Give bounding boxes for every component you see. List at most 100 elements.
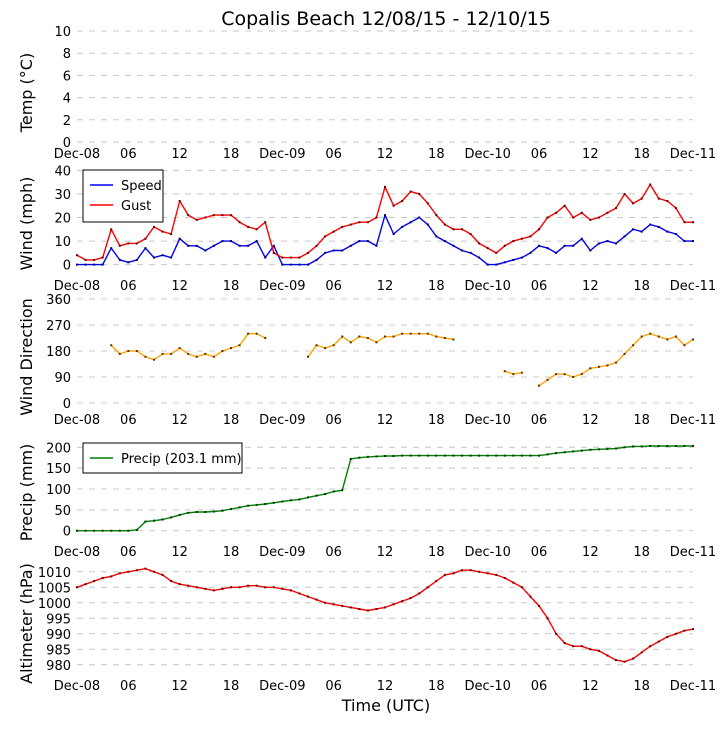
- data-point: [503, 576, 506, 579]
- data-point: [272, 586, 275, 589]
- data-point: [589, 448, 592, 451]
- data-point: [178, 237, 181, 240]
- x-tick-label: 12: [171, 279, 188, 294]
- data-point: [563, 642, 566, 645]
- data-point: [426, 223, 429, 226]
- data-point: [127, 570, 130, 573]
- x-tick-label: Dec-09: [259, 545, 305, 560]
- data-point: [264, 221, 267, 224]
- data-point: [315, 598, 318, 601]
- data-point: [110, 575, 113, 578]
- data-point: [366, 337, 369, 339]
- data-point: [238, 506, 241, 509]
- data-point: [93, 258, 96, 261]
- y-tick-label: 1005: [38, 581, 71, 596]
- x-tick-label: Dec-08: [54, 413, 100, 428]
- wind-series-speed: [77, 214, 693, 266]
- data-point: [597, 242, 600, 245]
- data-point: [307, 496, 309, 499]
- data-point: [375, 607, 378, 610]
- data-point: [212, 589, 215, 592]
- data-point: [324, 347, 327, 350]
- x-tick-label: 18: [428, 545, 445, 560]
- data-point: [118, 529, 121, 532]
- data-point: [392, 204, 395, 207]
- data-point: [623, 446, 626, 449]
- data-point: [110, 529, 113, 532]
- data-point: [640, 335, 643, 338]
- data-point: [615, 242, 617, 245]
- data-point: [230, 214, 232, 217]
- x-tick-label: 06: [531, 279, 548, 294]
- data-point: [349, 244, 352, 247]
- data-point: [93, 263, 96, 266]
- data-point: [144, 567, 147, 570]
- y-tick-label: 360: [46, 293, 71, 308]
- data-point: [135, 350, 138, 352]
- data-point: [281, 256, 284, 259]
- data-point: [597, 216, 600, 219]
- data-point: [76, 586, 78, 589]
- x-tick-label: 18: [633, 679, 650, 694]
- data-point: [615, 659, 617, 662]
- data-point: [144, 247, 147, 250]
- data-point: [572, 216, 575, 219]
- x-tick-label: 18: [633, 279, 650, 294]
- x-tick-label: Dec-09: [259, 279, 305, 294]
- precip-ylabel: Precip (mm): [17, 444, 36, 542]
- data-point: [426, 586, 429, 589]
- x-tick-label: 12: [377, 279, 394, 294]
- data-point: [255, 584, 258, 587]
- data-point: [546, 617, 549, 620]
- data-point: [281, 587, 284, 590]
- x-tick-label: Dec-09: [259, 679, 305, 694]
- data-point: [563, 204, 566, 207]
- data-point: [563, 451, 566, 454]
- data-point: [589, 218, 592, 221]
- data-point: [666, 338, 669, 341]
- data-point: [469, 233, 472, 235]
- data-point: [110, 247, 113, 250]
- data-point: [264, 256, 267, 259]
- data-point: [666, 230, 669, 233]
- data-point: [512, 581, 515, 584]
- data-point: [375, 216, 378, 219]
- data-point: [212, 244, 215, 247]
- data-point: [153, 358, 155, 361]
- x-tick-label: 06: [325, 413, 342, 428]
- data-point: [110, 228, 113, 231]
- data-point: [101, 576, 104, 579]
- data-point: [495, 251, 498, 254]
- x-tick-label: 12: [171, 679, 188, 694]
- data-point: [332, 230, 335, 233]
- data-point: [255, 332, 258, 335]
- y-tick-label: 6: [63, 69, 71, 84]
- data-point: [289, 499, 292, 502]
- data-point: [409, 221, 412, 224]
- x-tick-label: Dec-10: [464, 279, 510, 294]
- data-point: [572, 645, 575, 648]
- y-tick-label: 0: [63, 397, 71, 412]
- data-point: [426, 332, 429, 335]
- x-tick-label: 18: [223, 679, 240, 694]
- x-tick-label: 12: [377, 545, 394, 560]
- data-point: [324, 493, 327, 496]
- data-point: [127, 529, 130, 532]
- data-point: [409, 454, 412, 457]
- data-point: [221, 214, 224, 217]
- altimeter-series-altimeter: [76, 568, 694, 663]
- data-point: [375, 455, 378, 458]
- data-point: [238, 221, 241, 224]
- data-point: [341, 604, 344, 607]
- data-point: [666, 635, 669, 638]
- data-point: [495, 454, 498, 457]
- data-point: [135, 258, 138, 261]
- data-point: [418, 332, 421, 335]
- legend-label: Precip (203.1 mm): [121, 452, 242, 467]
- x-tick-label: 12: [582, 413, 599, 428]
- data-point: [366, 609, 369, 612]
- data-point: [118, 572, 121, 575]
- data-point: [84, 529, 87, 532]
- data-point: [76, 254, 78, 257]
- data-point: [555, 452, 558, 455]
